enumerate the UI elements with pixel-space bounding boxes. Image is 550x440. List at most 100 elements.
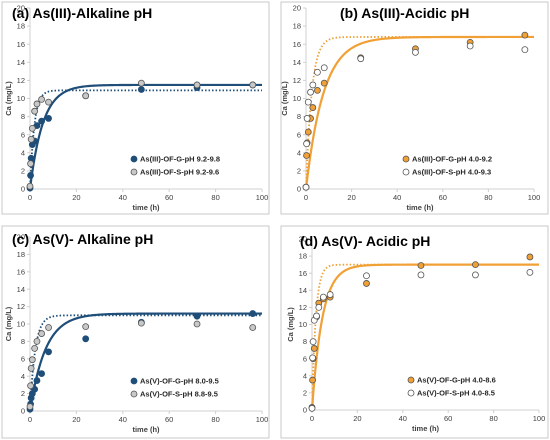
data-point-series-2	[319, 293, 327, 301]
legend-label: As(III)-OF-G-pH 4.0-9.2	[412, 155, 492, 164]
y-tick-label: 10	[17, 94, 25, 103]
data-point-series-2	[82, 92, 90, 100]
y-tick-label: 16	[17, 40, 25, 49]
x-tick-label: 0	[28, 193, 32, 202]
y-axis-title: Ca (mg/L)	[280, 81, 289, 116]
fit-curve-series-2	[305, 36, 534, 190]
x-axis-title: time (h)	[132, 425, 160, 434]
data-point-series-1	[310, 345, 318, 352]
data-point-series-2	[137, 319, 145, 327]
data-point-series-2	[45, 98, 52, 106]
y-tick-label: 4	[21, 372, 25, 381]
data-point-series-1	[33, 377, 41, 384]
x-tick-label: 20	[353, 414, 361, 423]
y-tick-label: 20	[299, 235, 307, 244]
data-point-series-2	[303, 140, 310, 148]
y-tick-label: 10	[293, 94, 301, 103]
x-tick-label: 60	[444, 414, 452, 423]
y-tick-label: 8	[303, 337, 307, 346]
data-point-series-2	[31, 344, 39, 352]
data-point-series-2	[315, 303, 323, 311]
x-tick-label: 100	[533, 414, 546, 423]
legend-marker	[130, 168, 138, 176]
y-tick-label: 12	[17, 76, 25, 85]
x-tick-label: 60	[165, 415, 173, 424]
x-tick-label: 100	[528, 193, 541, 202]
data-point-series-2	[249, 81, 257, 89]
data-point-series-2	[309, 338, 317, 346]
x-axis-title: time (h)	[132, 203, 160, 212]
x-tick-label: 40	[399, 414, 407, 423]
data-point-series-2	[27, 382, 34, 390]
data-point-series-2	[38, 96, 45, 103]
data-point-series-2	[193, 320, 201, 328]
y-tick-label: 10	[299, 320, 307, 329]
y-tick-label: 18	[17, 250, 25, 259]
chart-panel-1: 0 2 4 6 8 10 12 14 16 18 20 0 20 40 60 80 100 time (h) Ca …	[1, 1, 270, 215]
data-point-series-2	[27, 364, 35, 372]
y-tick-label: 18	[293, 22, 301, 31]
chart-panel-4: 0 2 4 6 8 10 12 14 16 18 20 0 20 40 60 80 100 time (h) Ca …	[280, 225, 549, 439]
data-point-series-2	[466, 42, 474, 50]
x-tick-label: 60	[165, 193, 173, 202]
data-point-series-2	[31, 107, 39, 115]
data-point-series-2	[137, 79, 145, 87]
y-tick-label: 2	[21, 389, 25, 398]
data-point-series-2	[28, 356, 36, 364]
panel-frame	[280, 1, 549, 215]
y-tick-label: 6	[303, 354, 307, 363]
data-point-series-1	[320, 79, 328, 87]
x-axis-title: time (h)	[406, 203, 434, 212]
y-tick-label: 4	[21, 148, 25, 157]
y-tick-label: 0	[297, 185, 301, 194]
fit-curve-series-2	[311, 263, 539, 411]
data-point-series-1	[193, 312, 201, 320]
data-point-series-1	[521, 31, 529, 39]
data-point-series-2	[307, 88, 314, 96]
y-tick-label: 0	[21, 185, 25, 194]
data-point-series-1	[309, 104, 317, 111]
panel-frame	[1, 1, 270, 215]
y-tick-label: 4	[297, 148, 301, 157]
y-tick-label: 6	[21, 130, 25, 139]
y-tick-label: 20	[17, 4, 25, 13]
panel-frame	[280, 225, 549, 439]
data-point-series-1	[38, 117, 45, 125]
chart-panel-2: 0 2 4 6 8 10 12 14 16 18 20 0 20 40 60 80 100 time (h) Ca …	[280, 1, 549, 215]
data-point-series-1	[45, 348, 52, 356]
fit-curve-series-2	[29, 89, 262, 190]
panel-title: (c) As(V)- Alkaline pH	[12, 231, 153, 247]
data-point-series-2	[33, 100, 41, 108]
data-point-series-2	[82, 323, 90, 331]
x-tick-label: 20	[72, 415, 80, 424]
data-point-series-2	[320, 64, 328, 72]
data-point-series-2	[26, 403, 34, 411]
y-axis-title: Ca (mg/L)	[4, 306, 13, 341]
panel-title: (b) As(III)-Acidic pH	[340, 5, 469, 21]
data-point-series-2	[27, 135, 35, 143]
panel-title: (d) As(V)- Acidic pH	[300, 233, 430, 249]
x-tick-label: 80	[211, 193, 219, 202]
y-tick-label: 0	[303, 406, 307, 415]
y-tick-label: 6	[297, 130, 301, 139]
legend-marker	[402, 155, 410, 163]
panel-frame	[1, 225, 270, 439]
legend-marker	[130, 155, 138, 163]
y-tick-label: 6	[21, 354, 25, 363]
y-tick-label: 2	[21, 167, 25, 176]
x-tick-label: 60	[439, 193, 447, 202]
data-point-series-2	[193, 81, 201, 89]
y-tick-label: 2	[297, 167, 301, 176]
y-tick-label: 16	[299, 269, 307, 278]
y-tick-label: 0	[21, 407, 25, 416]
y-tick-label: 4	[303, 371, 307, 380]
y-tick-label: 12	[293, 76, 301, 85]
y-tick-label: 12	[17, 302, 25, 311]
legend-label: As(III)-OF-G-pH 9.2-9.8	[140, 155, 220, 164]
data-point-series-1	[309, 376, 316, 384]
data-point-series-2	[308, 404, 316, 412]
data-point-series-2	[309, 354, 316, 362]
y-tick-label: 14	[299, 286, 307, 295]
data-point-series-2	[472, 271, 479, 279]
